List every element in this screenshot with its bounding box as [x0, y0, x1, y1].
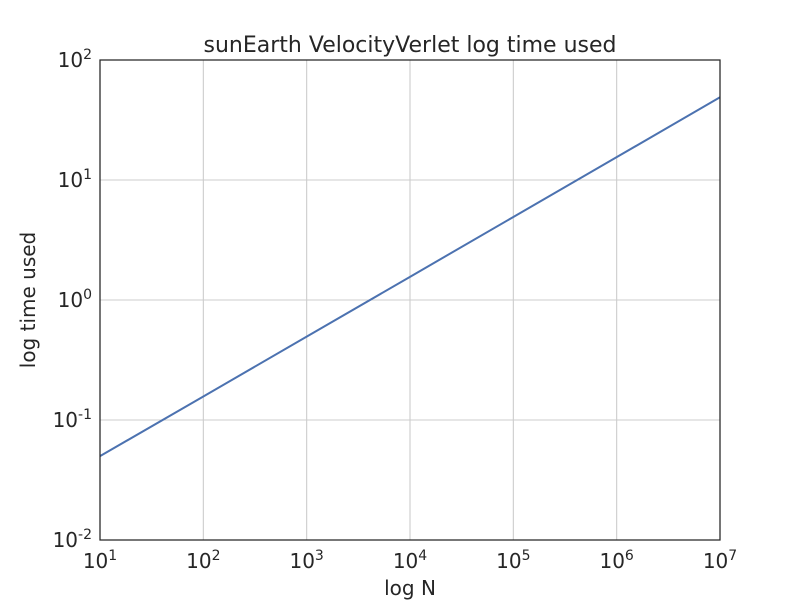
series-line	[99, 96, 721, 457]
x-tick-label: 103	[289, 548, 323, 573]
y-tick-label: 10-1	[53, 407, 92, 432]
x-tick-label: 105	[496, 548, 530, 573]
grid	[99, 59, 721, 541]
axes-frame	[99, 59, 721, 541]
y-axis-label: log time used	[16, 232, 40, 368]
y-tick-label: 10-2	[53, 527, 92, 552]
chart-title: sunEarth VelocityVerlet log time used	[204, 33, 617, 58]
x-tick-label: 104	[393, 548, 427, 573]
x-tick-labels: 101 102 103 104 105 106 107	[83, 548, 737, 573]
y-tick-label: 102	[58, 47, 92, 72]
y-tick-label: 100	[58, 287, 92, 312]
x-tick-label: 106	[599, 548, 633, 573]
series-layer	[99, 96, 721, 457]
x-tick-label: 101	[83, 548, 117, 573]
y-tick-labels: 10-2 10-1 100 101 102	[53, 47, 92, 552]
x-axis-label: log N	[384, 576, 436, 600]
y-tick-label: 101	[58, 167, 92, 192]
x-tick-label: 102	[186, 548, 220, 573]
x-tick-label: 107	[703, 548, 737, 573]
